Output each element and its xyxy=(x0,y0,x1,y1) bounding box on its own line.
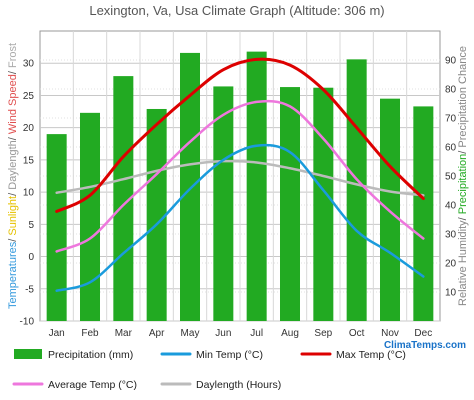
right-tick-label: 50 xyxy=(445,172,457,183)
legend-label: Average Temp (°C) xyxy=(48,379,137,391)
right-axis-label: Relative Humidity/ Precipitation/ Precip… xyxy=(457,46,469,306)
axis-label-part: Relative Humidity xyxy=(457,220,469,306)
legend: Precipitation (mm) Min Temp (°C) Max Temp … xyxy=(12,349,406,391)
x-tick-label: Sep xyxy=(314,328,332,339)
x-tick-label: Feb xyxy=(81,328,99,339)
chart-title: Lexington, Va, Usa Climate Graph (Altitu… xyxy=(89,3,384,18)
x-tick-label: Jan xyxy=(49,328,65,339)
left-tick-label: 5 xyxy=(28,220,34,231)
precipitation-bar xyxy=(80,112,100,321)
left-tick-label: 25 xyxy=(23,91,35,102)
axis-label-part: / xyxy=(7,190,19,196)
axis-label-part: Daylength xyxy=(7,140,19,190)
precipitation-bar xyxy=(113,76,134,321)
axis-label-part: / xyxy=(7,134,19,140)
right-tick-label: 40 xyxy=(445,201,457,212)
brand-text: ClimaTemps.com xyxy=(384,340,466,351)
axis-label-part: Precipitation Chance xyxy=(457,46,469,148)
right-tick-label: 60 xyxy=(445,143,457,154)
precipitation-bars xyxy=(46,51,434,322)
right-tick-label: 90 xyxy=(445,56,457,67)
precipitation-bar xyxy=(413,106,434,322)
legend-label: Max Temp (°C) xyxy=(336,349,406,361)
x-tick-label: Dec xyxy=(414,328,432,339)
left-tick-label: 0 xyxy=(28,252,34,263)
x-tick-label: May xyxy=(181,328,200,339)
axis-label-part: / xyxy=(7,236,19,242)
left-axis-ticks: -10 -5 0 5 10 15 20 25 30 xyxy=(20,59,35,328)
x-tick-label: Aug xyxy=(281,328,299,339)
left-axis-label: Temperatures/ Sunlight/ Daylength/ Wind … xyxy=(7,43,19,309)
legend-label: Precipitation (mm) xyxy=(48,349,133,361)
x-tick-label: Jun xyxy=(215,328,231,339)
axis-label-part: Frost xyxy=(7,43,19,68)
precipitation-bar xyxy=(313,87,334,321)
precipitation-bar xyxy=(213,86,234,321)
legend-label: Min Temp (°C) xyxy=(196,349,263,361)
axis-label-part: / xyxy=(457,214,469,220)
axis-label-part: Sunlight xyxy=(7,196,19,236)
temperature-lines xyxy=(55,57,425,292)
right-tick-label: 10 xyxy=(445,288,457,299)
left-tick-label: 15 xyxy=(23,155,35,166)
precipitation-bar xyxy=(280,87,300,321)
daylength-hours-line xyxy=(55,159,425,197)
min-temp-c-line xyxy=(55,143,425,292)
x-axis-ticks: Jan Feb Mar Apr May Jun Jul Aug Sep Oct Nov Dec xyxy=(49,328,433,339)
left-tick-label: -10 xyxy=(20,317,35,328)
right-tick-label: 20 xyxy=(445,259,457,270)
left-tick-label: 10 xyxy=(23,188,35,199)
precipitation-bar xyxy=(346,59,367,321)
right-tick-label: 30 xyxy=(445,230,457,241)
right-tick-label: 70 xyxy=(445,114,457,125)
average-temp-c-line xyxy=(55,99,425,253)
precipitation-bar xyxy=(180,52,200,322)
axis-label-part: / xyxy=(7,68,19,74)
x-tick-label: Apr xyxy=(149,328,165,339)
right-tick-label: 80 xyxy=(445,85,457,96)
x-tick-label: Nov xyxy=(381,328,399,339)
x-tick-label: Oct xyxy=(349,328,365,339)
axis-label-part: Wind Speed xyxy=(7,74,19,134)
x-tick-label: Jul xyxy=(250,328,263,339)
axis-label-part: / xyxy=(457,148,469,154)
left-tick-label: -5 xyxy=(25,284,34,295)
left-tick-label: 20 xyxy=(23,123,35,134)
max-temp-c-line xyxy=(55,57,425,213)
axis-label-part: Precipitation xyxy=(457,154,469,215)
legend-label: Daylength (Hours) xyxy=(196,379,281,391)
legend-swatch-bar xyxy=(14,349,42,359)
grid-lines xyxy=(40,31,440,322)
precipitation-bar xyxy=(146,108,167,321)
axis-label-part: Temperatures xyxy=(7,241,19,309)
precipitation-bar xyxy=(246,51,267,321)
right-axis-ticks: 10 20 30 40 50 60 70 80 90 xyxy=(445,56,457,299)
x-tick-label: Mar xyxy=(115,328,133,339)
left-tick-label: 30 xyxy=(23,59,35,70)
precipitation-bar xyxy=(46,134,67,321)
